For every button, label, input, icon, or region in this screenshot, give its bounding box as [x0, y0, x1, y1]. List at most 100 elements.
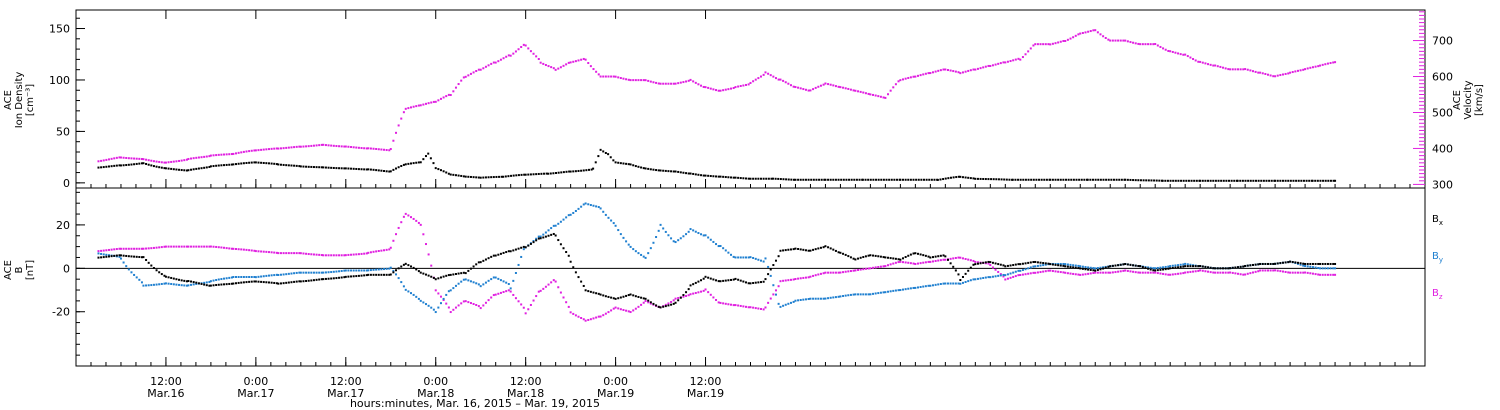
density-point: [102, 166, 105, 169]
by-point: [462, 278, 465, 281]
density-point: [277, 163, 280, 166]
velocity-point: [400, 117, 403, 120]
by-point: [954, 282, 957, 285]
by-point: [130, 271, 133, 274]
bx-point: [844, 253, 847, 256]
by-point: [604, 213, 607, 216]
by-point: [430, 306, 433, 309]
bz-point: [343, 254, 346, 257]
bz-point: [1182, 272, 1185, 275]
velocity-point: [1062, 39, 1065, 42]
bx-point: [1257, 263, 1260, 266]
bx-point: [208, 284, 211, 287]
velocity-point: [469, 72, 472, 75]
density-point: [1147, 179, 1150, 182]
velocity-point: [1089, 30, 1092, 33]
bz-point: [1274, 269, 1277, 272]
velocity-point: [1024, 53, 1027, 56]
bz-point: [532, 299, 535, 302]
velocity-point: [115, 156, 118, 159]
density-point: [477, 176, 480, 179]
by-point: [250, 276, 253, 278]
bx-point: [147, 261, 150, 264]
density-point: [774, 177, 777, 180]
bx-point: [834, 249, 837, 252]
by-point: [904, 288, 907, 291]
by-point: [267, 274, 270, 277]
density-point: [667, 170, 670, 173]
bx-point: [497, 253, 500, 256]
velocity-point: [434, 100, 437, 103]
density-point: [1045, 178, 1048, 181]
density-point: [404, 163, 407, 166]
bx-point: [929, 256, 932, 259]
by-point: [285, 273, 288, 276]
velocity-point: [742, 84, 745, 87]
density-point: [254, 161, 257, 164]
bz-point: [497, 292, 500, 295]
bx-point: [424, 273, 427, 276]
density-point: [523, 173, 526, 176]
by-point: [417, 297, 420, 300]
bx-point: [1096, 268, 1099, 271]
bz-point: [422, 233, 425, 236]
bx-point: [482, 259, 485, 262]
bx-point: [469, 267, 472, 270]
bx-point: [552, 232, 555, 235]
density-point: [777, 177, 780, 180]
bx-point: [200, 282, 203, 285]
density-point: [392, 168, 395, 171]
bx-point: [347, 275, 350, 278]
bz-point: [952, 257, 955, 260]
density-point: [771, 177, 774, 180]
bz-point: [837, 271, 840, 274]
velocity-point: [1039, 43, 1042, 46]
density-point: [767, 177, 770, 180]
density-point: [164, 167, 167, 170]
density-point: [812, 178, 815, 181]
bx-point: [1201, 265, 1204, 268]
by-point: [1304, 265, 1307, 268]
density-point: [617, 161, 620, 164]
velocity-point: [547, 65, 550, 68]
by-point: [737, 256, 740, 259]
by-point: [404, 288, 407, 291]
velocity-point: [100, 159, 103, 162]
by-point: [357, 269, 360, 272]
bx-point: [237, 281, 240, 284]
bx-point: [757, 281, 760, 284]
bz-point: [1219, 271, 1222, 274]
density-point: [642, 167, 645, 170]
by-point: [914, 286, 917, 289]
bx-point: [1002, 264, 1005, 267]
density-point: [820, 178, 823, 181]
density-point: [507, 175, 510, 178]
bx-point: [1144, 266, 1147, 269]
by-point: [464, 278, 467, 281]
density-point: [305, 165, 308, 168]
bx-point: [877, 255, 880, 258]
bz-point: [1029, 272, 1032, 275]
bz-point: [1234, 272, 1237, 275]
bz-point: [957, 256, 960, 259]
bz-point: [415, 219, 418, 222]
by-point: [817, 297, 820, 300]
bx-point: [1017, 263, 1020, 266]
velocity-point: [942, 68, 945, 71]
density-point: [197, 167, 200, 170]
velocity-point: [347, 145, 350, 148]
bz-point: [1102, 271, 1105, 274]
density-point: [1187, 179, 1190, 182]
velocity-point: [1009, 60, 1012, 63]
by-point: [872, 292, 875, 295]
by-point: [352, 269, 355, 272]
by-point: [1062, 262, 1065, 265]
bx-point: [454, 272, 457, 275]
bx-point: [240, 281, 243, 284]
density-point: [1241, 179, 1244, 182]
bz-point: [1156, 272, 1159, 275]
bx-point: [854, 258, 857, 261]
density-point: [215, 164, 218, 167]
bx-point: [1266, 262, 1269, 265]
bx-point: [115, 254, 118, 257]
